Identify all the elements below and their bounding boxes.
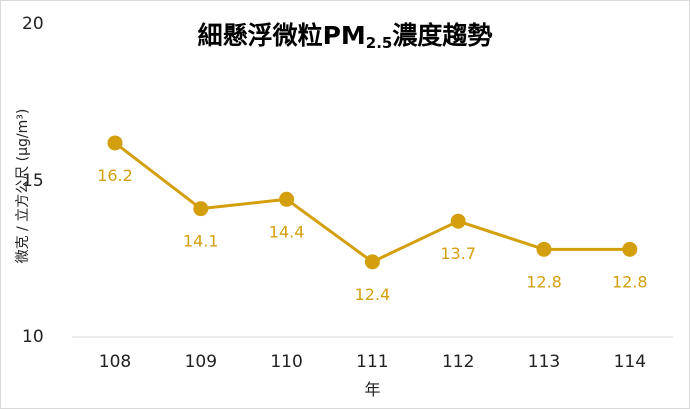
data-markers xyxy=(107,135,638,270)
x-axis-label: 年 xyxy=(364,380,381,399)
x-tick-label: 108 xyxy=(98,352,132,372)
data-point-marker xyxy=(536,241,552,257)
x-tick-label: 112 xyxy=(441,352,475,372)
data-point-marker xyxy=(622,241,638,257)
x-tick-label: 114 xyxy=(613,352,647,372)
data-label: 14.4 xyxy=(269,222,305,241)
data-label: 13.7 xyxy=(440,244,476,263)
y-tick-10: 10 xyxy=(22,327,44,347)
y-tick-15: 15 xyxy=(22,171,44,191)
x-tick-label: 113 xyxy=(527,352,561,372)
data-point-marker xyxy=(450,213,466,229)
chart-title: 細懸浮微粒PM2.5濃度趨勢 xyxy=(0,16,690,52)
title-end: 濃度趨勢 xyxy=(392,21,493,50)
y-tick-20: 20 xyxy=(22,14,44,34)
data-label: 12.8 xyxy=(612,272,648,291)
data-label: 12.4 xyxy=(355,285,391,304)
data-label: 12.8 xyxy=(526,272,562,291)
data-point-marker xyxy=(279,191,295,207)
x-tick-label: 111 xyxy=(356,352,389,372)
data-point-marker xyxy=(107,135,123,151)
data-labels: 16.2 14.1 14.4 12.4 13.7 12.8 12.8 xyxy=(97,166,647,304)
data-label: 16.2 xyxy=(97,166,133,185)
title-subscript: 2.5 xyxy=(365,34,393,52)
x-tick-label: 109 xyxy=(184,352,218,372)
data-label: 14.1 xyxy=(183,232,219,251)
x-tick-label: 110 xyxy=(270,352,303,372)
data-point-marker xyxy=(193,201,209,217)
data-point-marker xyxy=(364,254,380,270)
title-main: 細懸浮微粒PM xyxy=(197,21,366,50)
